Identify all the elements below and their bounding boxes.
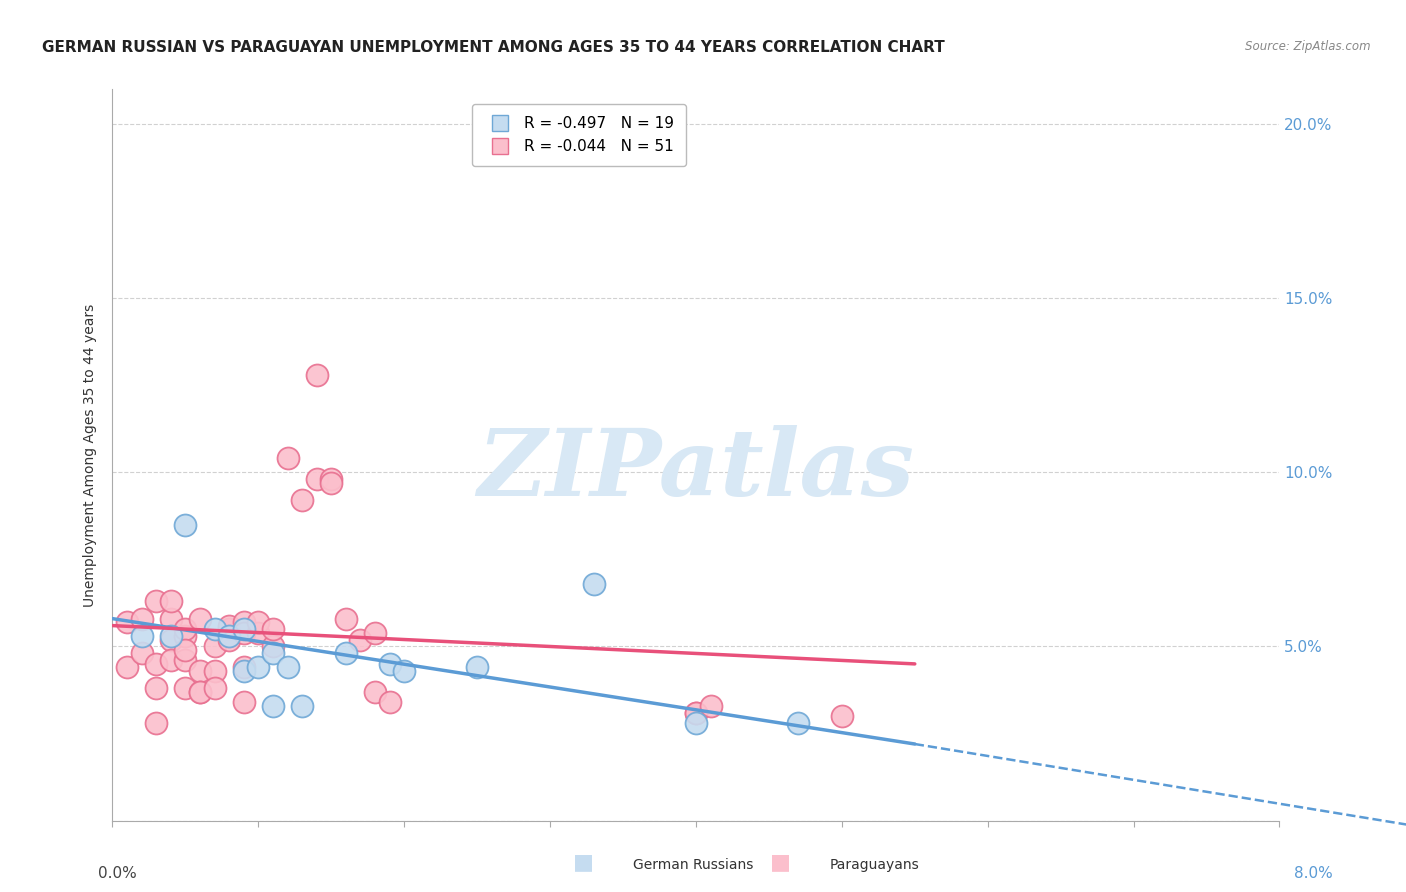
Point bbox=[204, 664, 226, 678]
Point bbox=[218, 632, 240, 647]
Text: Paraguayans: Paraguayans bbox=[830, 858, 920, 872]
Point bbox=[218, 629, 240, 643]
Point bbox=[204, 640, 226, 654]
Point bbox=[276, 660, 298, 674]
Text: German Russians: German Russians bbox=[633, 858, 754, 872]
Point bbox=[276, 451, 298, 466]
Point bbox=[335, 647, 357, 661]
Point bbox=[115, 615, 138, 629]
Point bbox=[465, 660, 488, 674]
Point bbox=[685, 706, 707, 720]
Point bbox=[174, 653, 197, 667]
Point bbox=[160, 594, 183, 608]
Point bbox=[232, 664, 254, 678]
Point bbox=[378, 657, 401, 671]
Point bbox=[262, 622, 284, 636]
Point bbox=[321, 472, 343, 486]
Point bbox=[115, 660, 138, 674]
Point bbox=[232, 622, 254, 636]
Point bbox=[262, 647, 284, 661]
Point bbox=[160, 632, 183, 647]
Point bbox=[582, 576, 605, 591]
Text: 0.0%: 0.0% bbox=[98, 866, 136, 881]
Point bbox=[335, 612, 357, 626]
Point bbox=[160, 653, 183, 667]
Point bbox=[131, 647, 153, 661]
Point bbox=[145, 657, 167, 671]
Point bbox=[685, 716, 707, 731]
Point bbox=[232, 660, 254, 674]
Point bbox=[685, 706, 707, 720]
Point bbox=[218, 629, 240, 643]
Text: GERMAN RUSSIAN VS PARAGUAYAN UNEMPLOYMENT AMONG AGES 35 TO 44 YEARS CORRELATION : GERMAN RUSSIAN VS PARAGUAYAN UNEMPLOYMEN… bbox=[42, 40, 945, 55]
Point bbox=[232, 695, 254, 709]
Point bbox=[247, 615, 270, 629]
Point bbox=[218, 618, 240, 632]
Point bbox=[174, 643, 197, 657]
Text: 8.0%: 8.0% bbox=[1294, 866, 1333, 881]
Point bbox=[174, 622, 197, 636]
Point bbox=[787, 716, 810, 731]
Point bbox=[364, 625, 387, 640]
Point bbox=[160, 612, 183, 626]
Point bbox=[831, 709, 853, 723]
Point bbox=[394, 664, 416, 678]
Point bbox=[145, 594, 167, 608]
Point bbox=[364, 685, 387, 699]
Point bbox=[131, 612, 153, 626]
Point bbox=[131, 629, 153, 643]
Point bbox=[262, 698, 284, 713]
Text: ZIPatlas: ZIPatlas bbox=[478, 425, 914, 515]
Point bbox=[204, 622, 226, 636]
Point bbox=[188, 685, 211, 699]
Point bbox=[349, 632, 371, 647]
Point bbox=[699, 698, 721, 713]
Point bbox=[188, 664, 211, 678]
Point bbox=[204, 681, 226, 696]
Legend: R = -0.497   N = 19, R = -0.044   N = 51: R = -0.497 N = 19, R = -0.044 N = 51 bbox=[472, 104, 686, 166]
Point bbox=[262, 640, 284, 654]
Text: ■: ■ bbox=[574, 853, 593, 872]
Point bbox=[247, 625, 270, 640]
Text: Source: ZipAtlas.com: Source: ZipAtlas.com bbox=[1246, 40, 1371, 54]
Point bbox=[305, 472, 328, 486]
Point bbox=[247, 660, 270, 674]
Point bbox=[188, 685, 211, 699]
Text: ■: ■ bbox=[770, 853, 790, 872]
Point bbox=[145, 681, 167, 696]
Point bbox=[291, 698, 314, 713]
Point bbox=[160, 629, 183, 643]
Point bbox=[378, 695, 401, 709]
Point bbox=[291, 493, 314, 508]
Point bbox=[305, 368, 328, 382]
Point bbox=[232, 615, 254, 629]
Point bbox=[218, 622, 240, 636]
Point bbox=[174, 629, 197, 643]
Y-axis label: Unemployment Among Ages 35 to 44 years: Unemployment Among Ages 35 to 44 years bbox=[83, 303, 97, 607]
Point bbox=[174, 681, 197, 696]
Point bbox=[174, 517, 197, 532]
Point bbox=[188, 612, 211, 626]
Point bbox=[145, 716, 167, 731]
Point bbox=[321, 475, 343, 490]
Point bbox=[232, 625, 254, 640]
